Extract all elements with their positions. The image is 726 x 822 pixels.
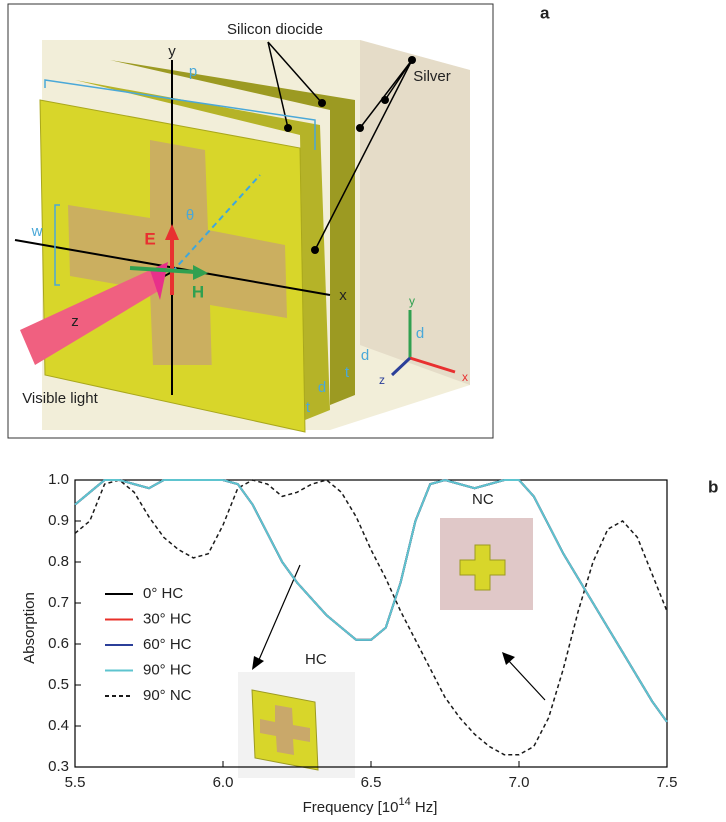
panel-a-label: H [192, 282, 204, 301]
panel-label: b [708, 477, 718, 496]
panel-a-label: d [318, 379, 326, 396]
panel-a-label: Visible light [22, 390, 98, 407]
y-tick-label: 0.3 [48, 758, 69, 775]
panel-a-label: θ [186, 207, 194, 224]
panel-a-label: E [144, 229, 155, 248]
x-tick-label: 7.0 [509, 774, 530, 791]
y-axis-label: Absorption [21, 592, 38, 664]
y-tick-label: 1.0 [48, 471, 69, 488]
panel-label: a [540, 3, 550, 22]
y-tick-label: 0.7 [48, 594, 69, 611]
y-tick-label: 0.8 [48, 553, 69, 570]
x-axis-label: Frequency [1014 Hz] [303, 796, 438, 816]
panel-a-label: d [416, 325, 424, 342]
panel-a-label: y [168, 43, 176, 60]
nc-pointer [508, 660, 545, 700]
x-tick-label: 5.5 [65, 774, 86, 791]
panel-a-label: x [462, 370, 468, 384]
x-tick-label: 7.5 [657, 774, 678, 791]
frame-bar [142, 365, 217, 385]
inset-label: HC [305, 651, 327, 668]
x-tick-label: 6.5 [361, 774, 382, 791]
figure: a b HC NC Absorption Frequency [1014 Hz]… [0, 0, 726, 822]
panel-a-label: Silicon diocide [227, 21, 323, 38]
panel-a-label: z [379, 373, 385, 387]
y-tick-label: 0.4 [48, 717, 69, 734]
panel-a-label: z [71, 313, 79, 330]
x-label-exponent: 14 [398, 796, 410, 808]
y-tick-label: 0.6 [48, 635, 69, 652]
y-tick-label: 0.5 [48, 676, 69, 693]
x-tick-label: 6.0 [213, 774, 234, 791]
hc-pointer-head [252, 656, 264, 670]
insets [238, 518, 545, 778]
panel-a-label: y [409, 294, 415, 308]
legend-label: 90° NC [143, 687, 192, 704]
x-label-text: Frequency [10 [303, 799, 399, 816]
panel-a-label: w [31, 223, 43, 240]
panel-a-label: Silver [413, 68, 451, 85]
legend-label: 30° HC [143, 610, 192, 627]
legend-label: 90° HC [143, 661, 192, 678]
inset-label: NC [472, 491, 494, 508]
nc-pointer-head [502, 652, 515, 665]
panel-a-label: d [361, 347, 369, 364]
legend-label: 60° HC [143, 636, 192, 653]
legend-label: 0° HC [143, 585, 183, 602]
panel-a-label: x [339, 287, 347, 304]
y-tick-label: 0.9 [48, 512, 69, 529]
x-label-unit: Hz] [411, 799, 438, 816]
panel-a-label: p [189, 63, 197, 80]
